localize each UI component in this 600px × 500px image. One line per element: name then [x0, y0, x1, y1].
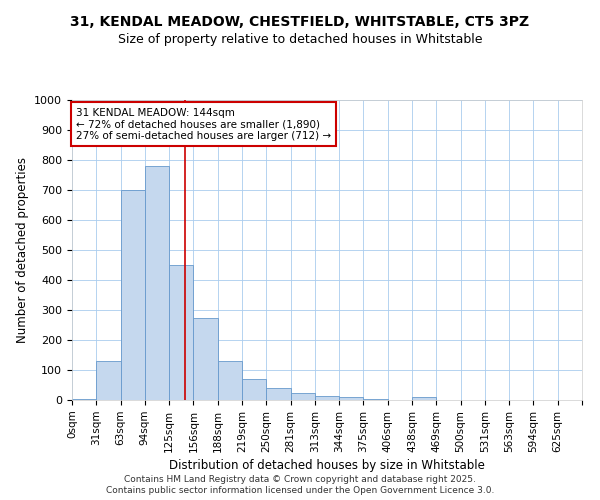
Bar	[218, 361, 242, 400]
Bar	[315, 396, 339, 400]
X-axis label: Distribution of detached houses by size in Whitstable: Distribution of detached houses by size …	[169, 459, 485, 472]
Text: 31 KENDAL MEADOW: 144sqm
← 72% of detached houses are smaller (1,890)
27% of sem: 31 KENDAL MEADOW: 144sqm ← 72% of detach…	[76, 108, 331, 140]
Text: 31, KENDAL MEADOW, CHESTFIELD, WHITSTABLE, CT5 3PZ: 31, KENDAL MEADOW, CHESTFIELD, WHITSTABL…	[70, 15, 530, 29]
Text: Size of property relative to detached houses in Whitstable: Size of property relative to detached ho…	[118, 32, 482, 46]
Bar	[266, 388, 290, 400]
Bar	[72, 398, 96, 400]
Bar	[121, 190, 145, 400]
Y-axis label: Number of detached properties: Number of detached properties	[16, 157, 29, 343]
Bar	[242, 379, 266, 400]
Bar	[169, 265, 193, 400]
Bar	[193, 318, 218, 400]
Bar	[412, 397, 436, 400]
Text: Contains public sector information licensed under the Open Government Licence 3.: Contains public sector information licen…	[106, 486, 494, 495]
Bar	[339, 397, 364, 400]
Text: Contains HM Land Registry data © Crown copyright and database right 2025.: Contains HM Land Registry data © Crown c…	[124, 475, 476, 484]
Bar	[364, 398, 388, 400]
Bar	[290, 392, 315, 400]
Bar	[145, 166, 169, 400]
Bar	[96, 361, 121, 400]
